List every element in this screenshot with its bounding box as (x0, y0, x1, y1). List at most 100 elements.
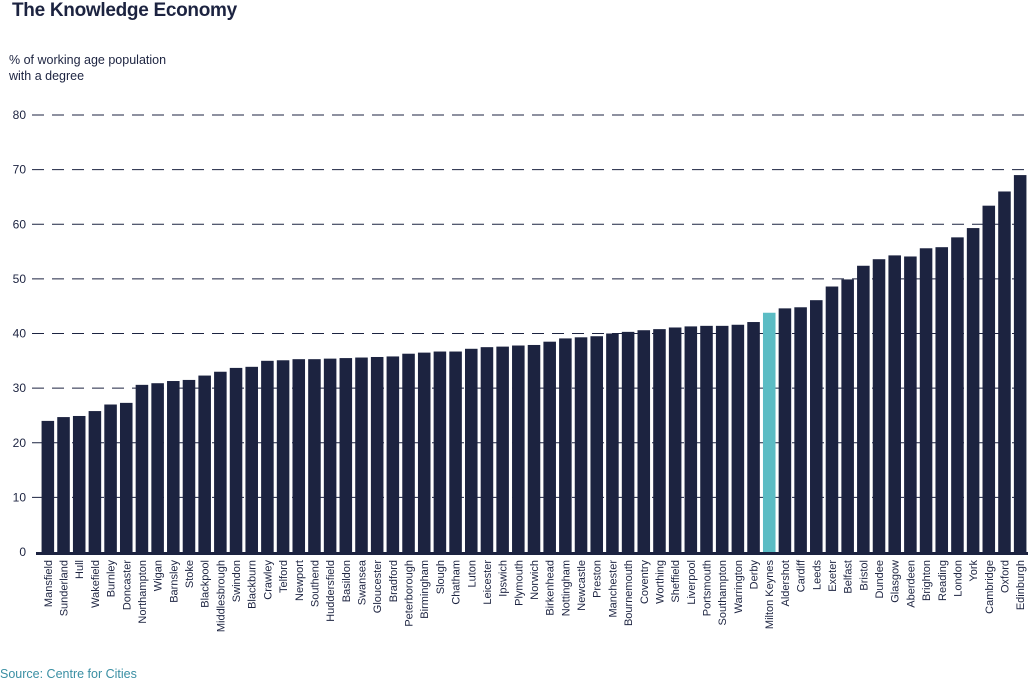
bar-northampton (135, 384, 149, 552)
x-tick-label: Middlesbrough (215, 560, 227, 632)
bar-aldershot (778, 308, 792, 552)
x-tick-label: Crawley (262, 560, 274, 600)
x-tick-label: Newport (294, 560, 306, 601)
bar-slough (433, 351, 447, 552)
bar-brighton (919, 248, 933, 552)
y-tick-label: 30 (13, 381, 27, 395)
bar-wigan (151, 383, 164, 552)
bar-mansfield (41, 420, 55, 552)
bar-reading (935, 247, 949, 552)
bar-liverpool (684, 326, 698, 552)
y-tick-label: 80 (13, 108, 27, 122)
x-tick-label: Milton Keynes (764, 560, 776, 630)
bar-southend (308, 359, 321, 552)
x-tick-label: Swansea (356, 559, 368, 605)
y-tick-label: 40 (13, 327, 27, 341)
x-tick-label: Exeter (827, 560, 839, 592)
bar-newport (292, 359, 306, 552)
bar-leeds (810, 300, 823, 552)
bar-southampton (715, 325, 729, 552)
x-tick-label: Sheffield (670, 560, 682, 603)
x-tick-label: Glasgow (890, 560, 902, 603)
x-tick-label: Newcastle (576, 560, 588, 611)
bar-manchester (606, 333, 619, 552)
x-tick-label: Preston (592, 560, 604, 598)
bar-cardiff (794, 307, 807, 552)
source-note: Source: Centre for Cities (0, 667, 137, 681)
bar-york (966, 228, 980, 552)
x-tick-label: Hull (74, 560, 86, 579)
x-tick-label: Leeds (811, 560, 823, 590)
x-tick-label: Bournemouth (623, 560, 635, 626)
bar-huddersfield (323, 358, 337, 552)
bar-burnley (104, 404, 117, 552)
bar-aberdeen (904, 256, 917, 552)
x-tick-label: Gloucester (372, 560, 384, 614)
x-tick-label: Leicester (482, 560, 494, 605)
x-tick-label: Aldershot (780, 560, 792, 606)
bar-leicester (480, 347, 494, 552)
x-tick-label: Aberdeen (905, 560, 917, 608)
x-tick-label: Bristol (858, 560, 870, 591)
x-tick-label: Edinburgh (1015, 560, 1027, 610)
bar-blackpool (198, 375, 211, 552)
x-tick-label: Reading (937, 560, 949, 601)
x-tick-label: York (968, 560, 980, 582)
x-tick-label: Manchester (607, 560, 619, 618)
bar-derby (747, 322, 760, 552)
x-tick-label: Oxford (999, 560, 1011, 593)
bar-peterborough (402, 353, 415, 552)
y-tick-label: 0 (19, 545, 26, 559)
y-tick-label: 20 (13, 436, 27, 450)
x-tick-label: Blackburn (247, 560, 259, 609)
bar-edinburgh (1013, 175, 1027, 552)
x-tick-label: Basildon (341, 560, 353, 602)
x-tick-label: Huddersfield (325, 560, 337, 622)
x-tick-label: Slough (435, 560, 447, 594)
bar-middlesbrough (214, 371, 227, 552)
x-tick-label: Luton (466, 560, 478, 588)
x-tick-label: Worthing (654, 560, 666, 604)
bar-barnsley (167, 381, 180, 552)
bar-luton (465, 348, 478, 552)
bar-ipswich (496, 346, 509, 552)
x-tick-label: Stoke (184, 560, 196, 588)
x-tick-label: Telford (278, 560, 290, 593)
bar-london (951, 237, 964, 553)
x-tick-label: Ipswich (498, 560, 510, 597)
x-tick-label: Birkenhead (545, 560, 557, 616)
x-tick-label: Swindon (231, 560, 243, 602)
bar-stoke (182, 379, 196, 552)
x-tick-label: Derby (749, 560, 761, 590)
bar-crawley (261, 360, 274, 552)
chart-title: The Knowledge Economy (12, 0, 237, 21)
bar-preston (590, 336, 604, 552)
bar-nottingham (559, 338, 572, 552)
x-tick-label: Warrington (733, 560, 745, 613)
x-tick-label: Portsmouth (702, 560, 714, 616)
x-tick-label: Cambridge (984, 560, 996, 614)
bar-bradford (386, 356, 400, 552)
bar-hull (72, 415, 86, 552)
x-tick-label: Doncaster (121, 560, 133, 610)
x-tick-label: Southend (309, 560, 321, 607)
x-tick-label: Northampton (137, 560, 149, 624)
x-tick-label: Southampton (717, 560, 729, 625)
x-tick-label: Sunderland (59, 560, 71, 616)
x-tick-label: London (952, 560, 964, 597)
bar-exeter (825, 286, 839, 552)
x-tick-label: Norwich (529, 560, 541, 600)
x-tick-label: Burnley (106, 560, 118, 598)
y-tick-label: 10 (13, 490, 27, 504)
x-tick-label: Cardiff (796, 559, 808, 592)
bar-warrington (731, 324, 745, 552)
bar-swindon (229, 367, 243, 552)
bar-portsmouth (700, 325, 713, 552)
y-tick-label: 60 (13, 217, 27, 231)
bar-worthing (653, 329, 666, 552)
bar-oxford (998, 191, 1011, 553)
x-tick-label: Peterborough (404, 560, 416, 627)
bar-wakefield (88, 411, 102, 552)
bar-telford (276, 360, 290, 552)
y-tick-label: 70 (13, 163, 27, 177)
